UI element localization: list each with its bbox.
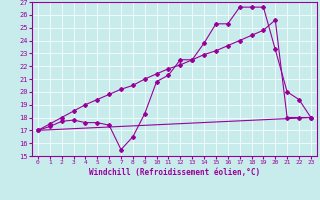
X-axis label: Windchill (Refroidissement éolien,°C): Windchill (Refroidissement éolien,°C) — [89, 168, 260, 177]
